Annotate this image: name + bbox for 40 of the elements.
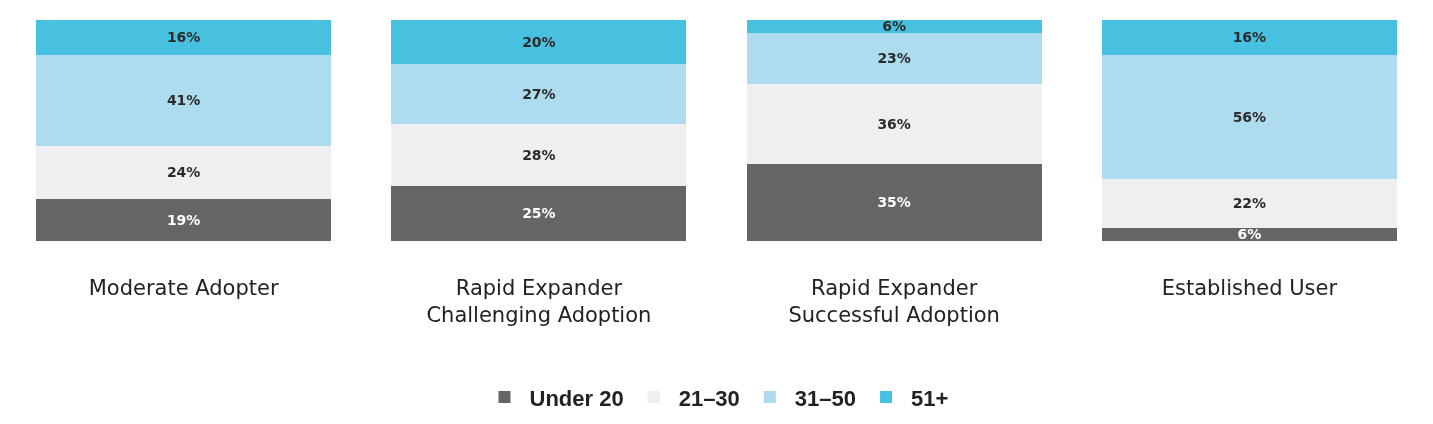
legend-label: 51+ (911, 385, 949, 411)
bar (1101, 179, 1397, 228)
data-label: 28% (522, 146, 556, 163)
data-label: 25% (522, 205, 556, 222)
x-tick-label: Rapid Expander Challenging Adoption (426, 276, 652, 328)
bar (391, 63, 687, 124)
bar (36, 198, 332, 241)
data-label: 19% (166, 211, 201, 228)
data-label: 56% (1232, 109, 1267, 126)
bar (746, 163, 1042, 241)
bar (391, 19, 687, 64)
data-label: 23% (877, 50, 911, 67)
bar (391, 123, 687, 186)
bar (391, 185, 687, 241)
data-label: 6% (1237, 226, 1262, 243)
legend-label: Under 20 (529, 385, 624, 411)
bar (746, 83, 1042, 164)
bar (36, 145, 332, 199)
bar (36, 55, 332, 146)
data-label: 6% (882, 18, 907, 35)
data-label: 35% (877, 194, 911, 211)
bar (36, 19, 332, 56)
x-tick-label: Moderate Adopter (88, 276, 279, 300)
data-label: 22% (1232, 195, 1267, 212)
data-label: 36% (877, 115, 911, 132)
bar (1101, 55, 1397, 180)
x-tick-label: Rapid Expander Successful Adoption (788, 276, 1000, 328)
data-label: 20% (522, 33, 556, 50)
bar (746, 32, 1042, 84)
legend-label: 21–30 (678, 385, 740, 411)
bar (1101, 19, 1397, 56)
x-tick-label: Established User (1161, 276, 1338, 300)
data-label: 16% (1232, 29, 1267, 46)
bar (1101, 227, 1397, 241)
data-label: 27% (522, 85, 556, 102)
bar (746, 19, 1042, 33)
legend-label: 31–50 (794, 385, 857, 411)
data-label: 16% (166, 29, 201, 46)
data-label: 24% (166, 164, 201, 181)
data-label: 41% (166, 92, 201, 109)
